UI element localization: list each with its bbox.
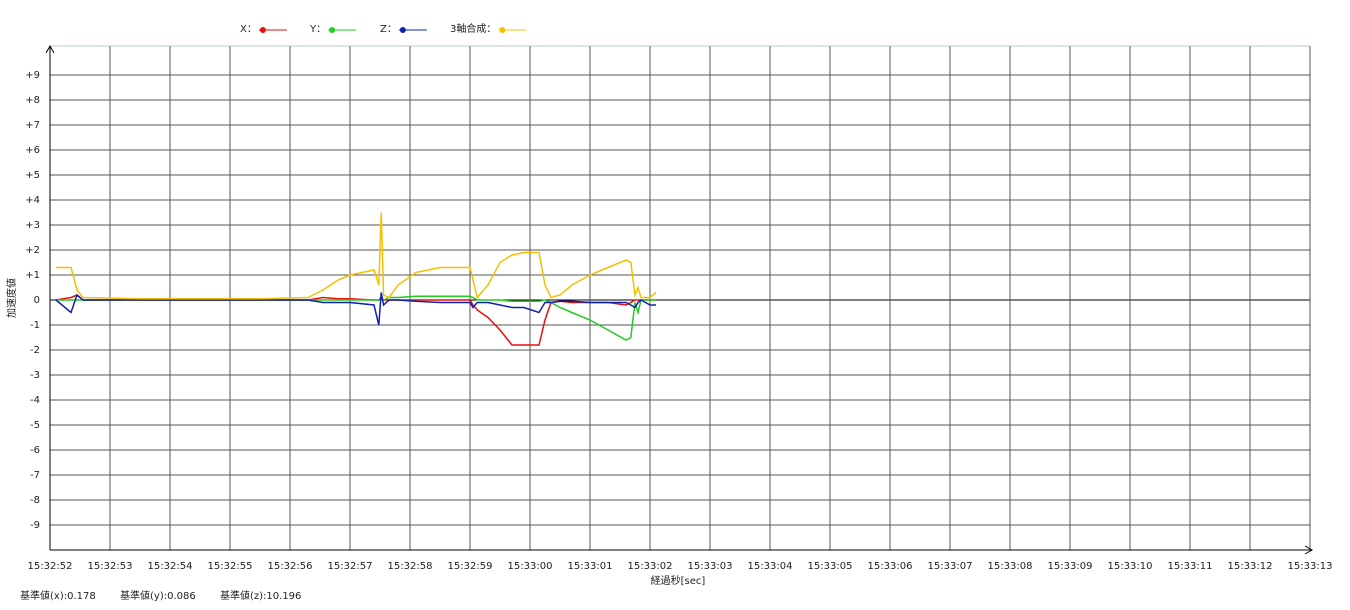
y-tick-label: +3 bbox=[25, 220, 40, 231]
series-line bbox=[56, 212, 657, 300]
y-tick-label: +7 bbox=[25, 120, 40, 131]
x-tick-label: 15:33:07 bbox=[928, 561, 973, 572]
plot bbox=[55, 212, 657, 346]
x-tick-label: 15:33:06 bbox=[868, 561, 913, 572]
x-tick-label: 15:33:12 bbox=[1228, 561, 1273, 572]
y-tick-label: -9 bbox=[30, 520, 40, 531]
x-tick-label: 15:32:59 bbox=[448, 561, 493, 572]
y-tick-label: -6 bbox=[30, 445, 40, 456]
x-tick-label: 15:32:52 bbox=[28, 561, 73, 572]
legend-label: 3軸合成： bbox=[450, 22, 496, 35]
y-tick-label: +6 bbox=[25, 145, 40, 156]
series-line bbox=[55, 292, 656, 326]
x-tick-label: 15:33:03 bbox=[688, 561, 733, 572]
x-tick-label: 15:33:04 bbox=[748, 561, 793, 572]
y-arrow bbox=[45, 44, 55, 54]
x-tick-label: 15:33:09 bbox=[1048, 561, 1093, 572]
y-tick-label: -3 bbox=[30, 370, 40, 381]
legend: X： Y： Z： 3軸合成： bbox=[240, 22, 527, 35]
y-tick-label: +1 bbox=[25, 270, 40, 281]
x-tick-label: 15:33:00 bbox=[508, 561, 553, 572]
annotation: 基準値(y):0.086 bbox=[120, 589, 196, 602]
x-tick-label: 15:33:13 bbox=[1288, 561, 1333, 572]
x-tick-label: 15:32:57 bbox=[328, 561, 373, 572]
y-tick-label: 0 bbox=[34, 295, 40, 306]
annotation: 基準値(x):0.178 bbox=[20, 589, 96, 602]
y-tick-label: -8 bbox=[30, 495, 40, 506]
x-tick-label: 15:33:01 bbox=[568, 561, 613, 572]
x-arrow bbox=[1304, 545, 1314, 555]
y-tick-label: -1 bbox=[30, 320, 40, 331]
annotation: 基準値(z):10.196 bbox=[220, 589, 301, 602]
x-tick-label: 15:32:58 bbox=[388, 561, 433, 572]
y-tick-label: -7 bbox=[30, 470, 40, 481]
y-axis-label: 加速度値 bbox=[5, 278, 18, 318]
x-tick-label: 15:32:54 bbox=[148, 561, 193, 572]
grid bbox=[50, 46, 1311, 550]
legend-label: Z： bbox=[380, 24, 397, 35]
x-tick-label: 15:32:53 bbox=[88, 561, 133, 572]
x-tick-label: 15:33:02 bbox=[628, 561, 673, 572]
legend-marker bbox=[259, 27, 266, 33]
y-tick-label: -5 bbox=[30, 420, 40, 431]
y-tick-label: -2 bbox=[30, 345, 40, 356]
legend-label: Y： bbox=[309, 24, 326, 35]
x-tick-label: 15:33:05 bbox=[808, 561, 853, 572]
y-tick-label: +2 bbox=[25, 245, 40, 256]
legend-label: X： bbox=[240, 24, 257, 35]
y-tick-label: +4 bbox=[25, 195, 40, 206]
y-tick-label: +8 bbox=[25, 95, 40, 106]
x-axis-label: 経過秒[sec] bbox=[651, 574, 706, 587]
y-tick-label: +5 bbox=[25, 170, 40, 181]
legend-marker bbox=[399, 27, 406, 33]
x-tick-label: 15:33:10 bbox=[1108, 561, 1153, 572]
x-tick-label: 15:32:56 bbox=[268, 561, 313, 572]
x-tick-label: 15:33:08 bbox=[988, 561, 1033, 572]
x-tick-label: 15:32:55 bbox=[208, 561, 253, 572]
y-tick-label: +9 bbox=[25, 70, 40, 81]
legend-marker bbox=[499, 27, 506, 33]
y-tick-label: -4 bbox=[30, 395, 40, 406]
legend-marker bbox=[329, 27, 336, 33]
x-tick-label: 15:33:11 bbox=[1168, 561, 1213, 572]
